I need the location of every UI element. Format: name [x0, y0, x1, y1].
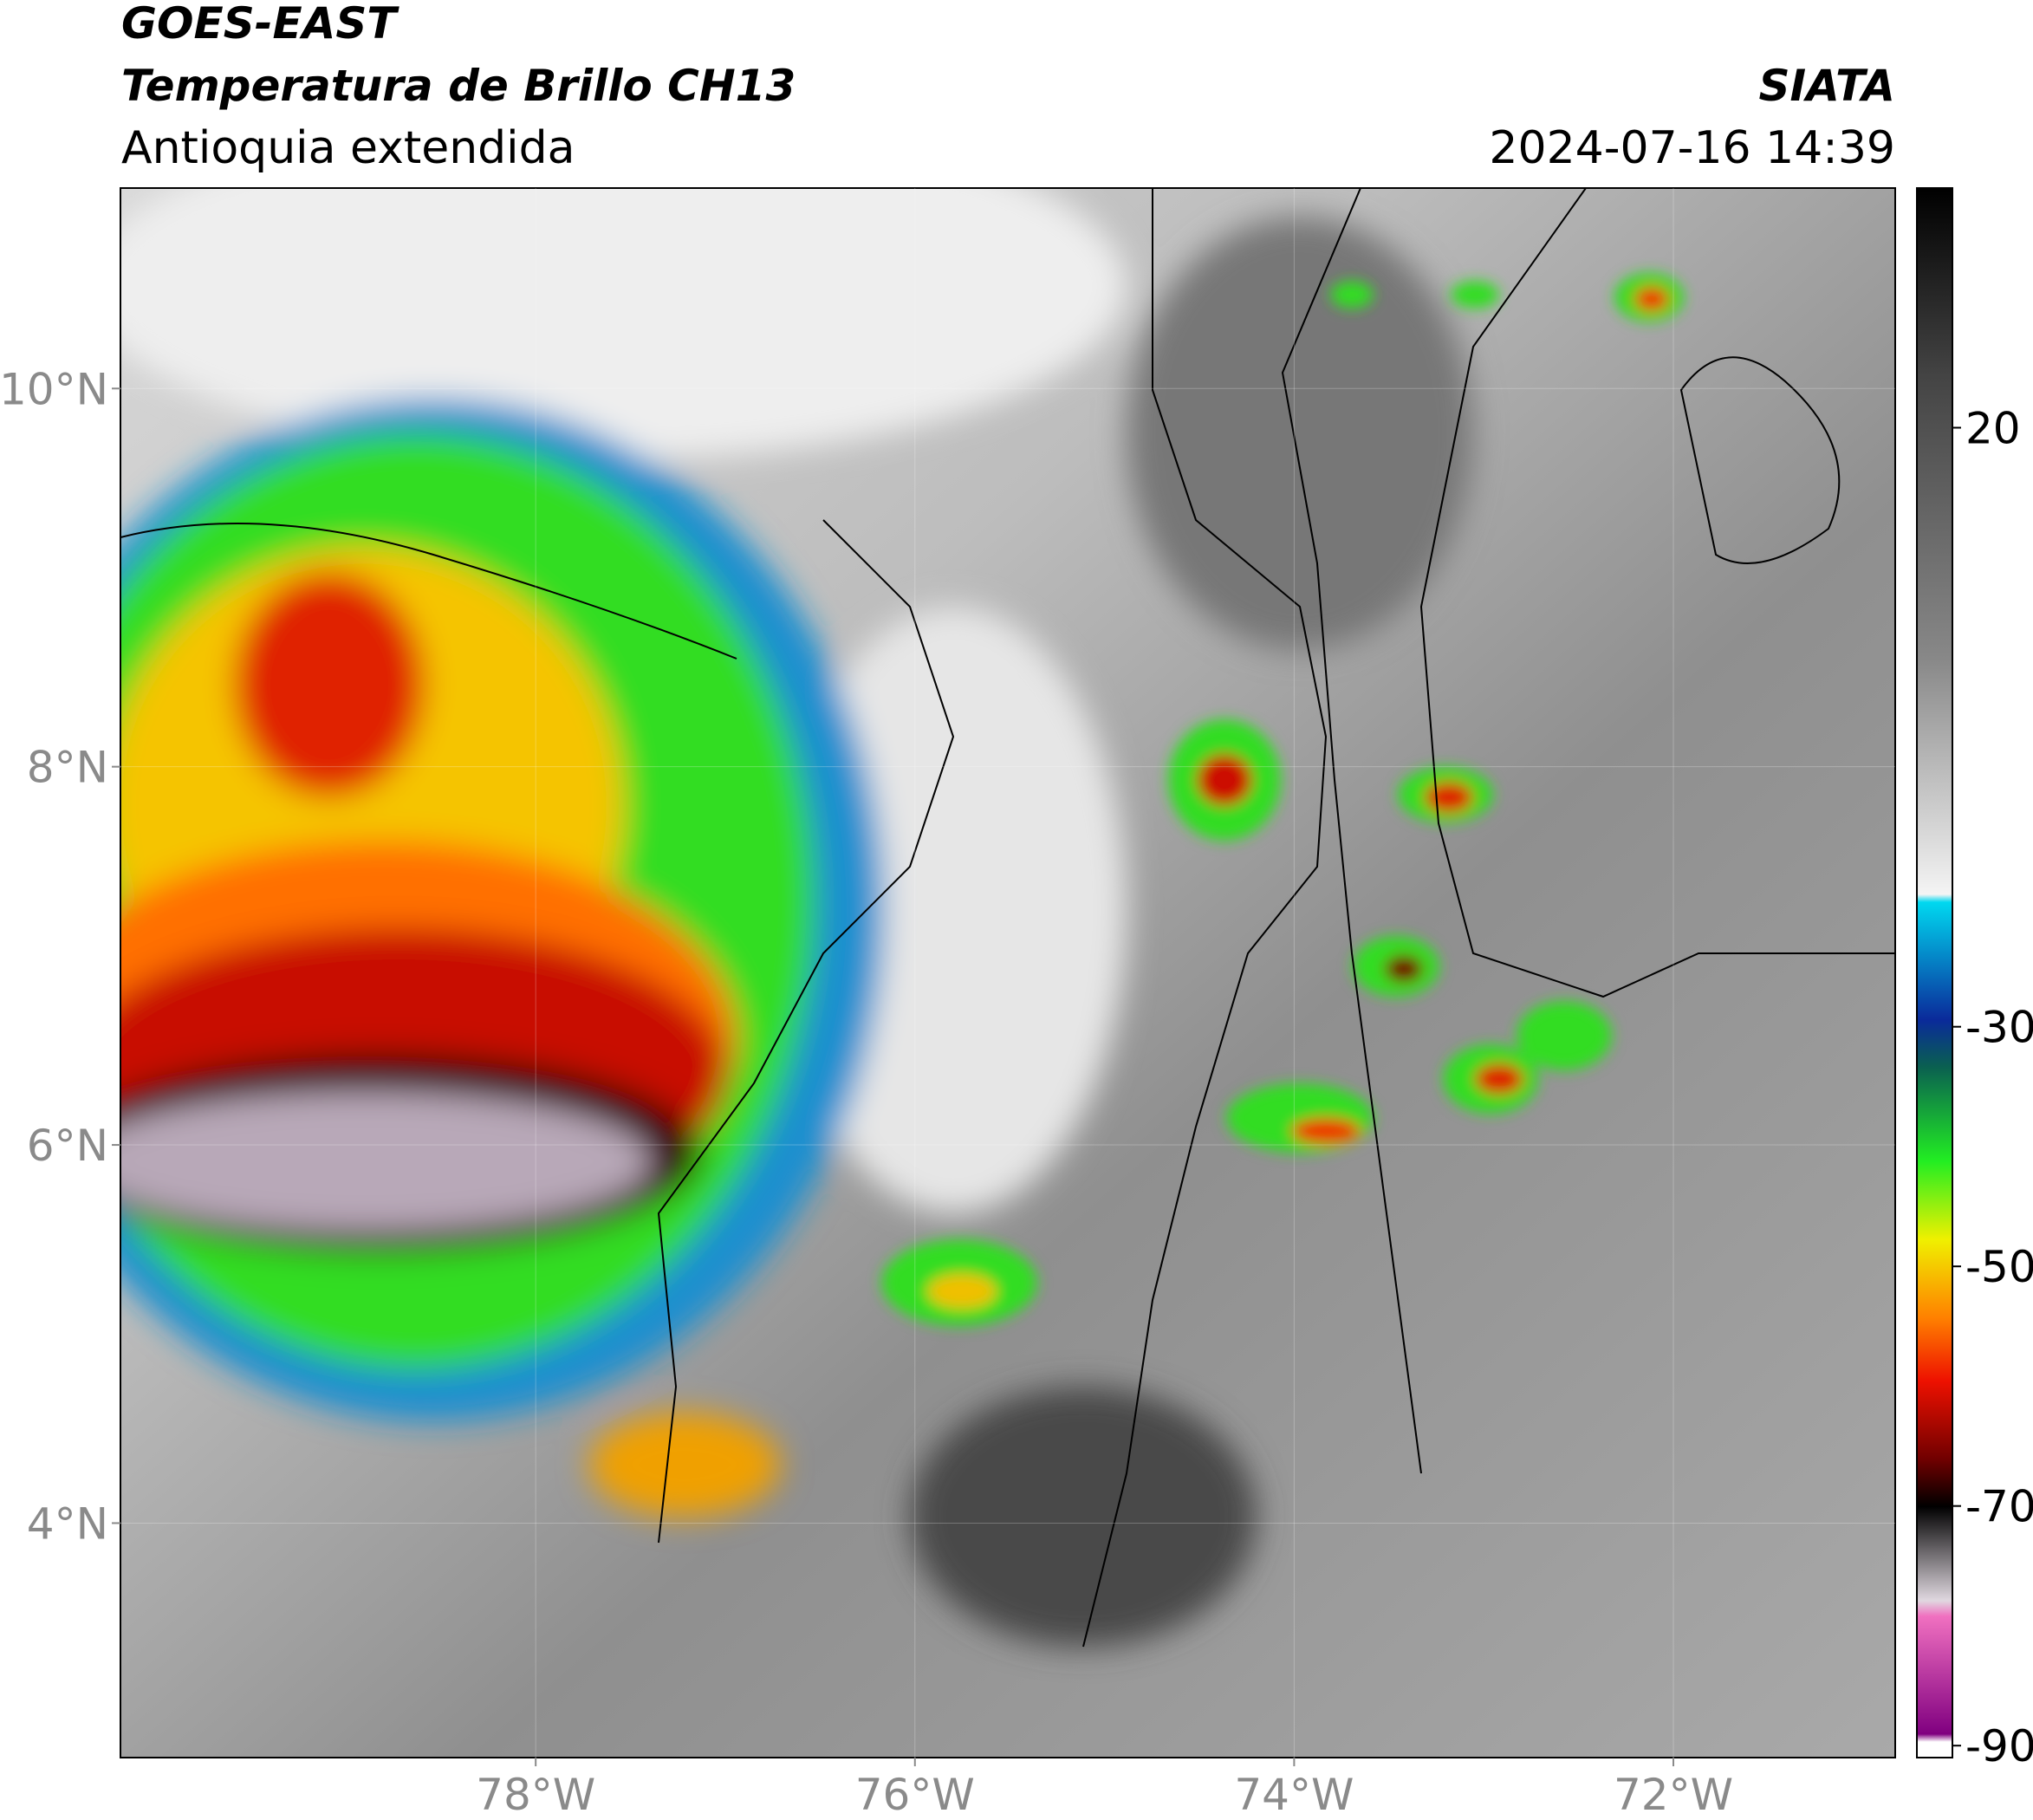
y-tick-label: 8°N: [27, 743, 108, 793]
map-frame: [120, 187, 1896, 1758]
x-tick-label: 74°W: [1234, 1770, 1354, 1820]
colorbar-tick-label: -70: [1965, 1482, 2033, 1532]
title: GOES-EAST: [121, 0, 399, 49]
grid: [120, 188, 1895, 1758]
borders: [120, 188, 1895, 1648]
datetime: 2024-07-16 14:39: [1489, 122, 1895, 174]
colorbar-tick-label: -90: [1965, 1721, 2033, 1771]
subtitle: Temperatura de Brillo CH13: [121, 61, 796, 111]
colorbar-tick-label: -30: [1965, 1003, 2033, 1053]
colorbar-tick-label: -50: [1965, 1242, 2033, 1292]
colorbar: [1916, 187, 1953, 1758]
map: [120, 188, 1895, 1758]
region: Antioquia extendida: [121, 122, 575, 174]
source: SIATA: [1759, 61, 1895, 111]
storm-cells: [881, 273, 1684, 1326]
y-tick-label: 10°N: [0, 364, 108, 414]
colorbar-tick-label: 20: [1965, 403, 2021, 453]
x-tick-label: 78°W: [476, 1770, 595, 1820]
x-tick-label: 72°W: [1614, 1770, 1733, 1820]
y-tick-label: 4°N: [27, 1498, 108, 1549]
x-tick-label: 76°W: [855, 1770, 975, 1820]
y-tick-label: 6°N: [27, 1121, 108, 1171]
